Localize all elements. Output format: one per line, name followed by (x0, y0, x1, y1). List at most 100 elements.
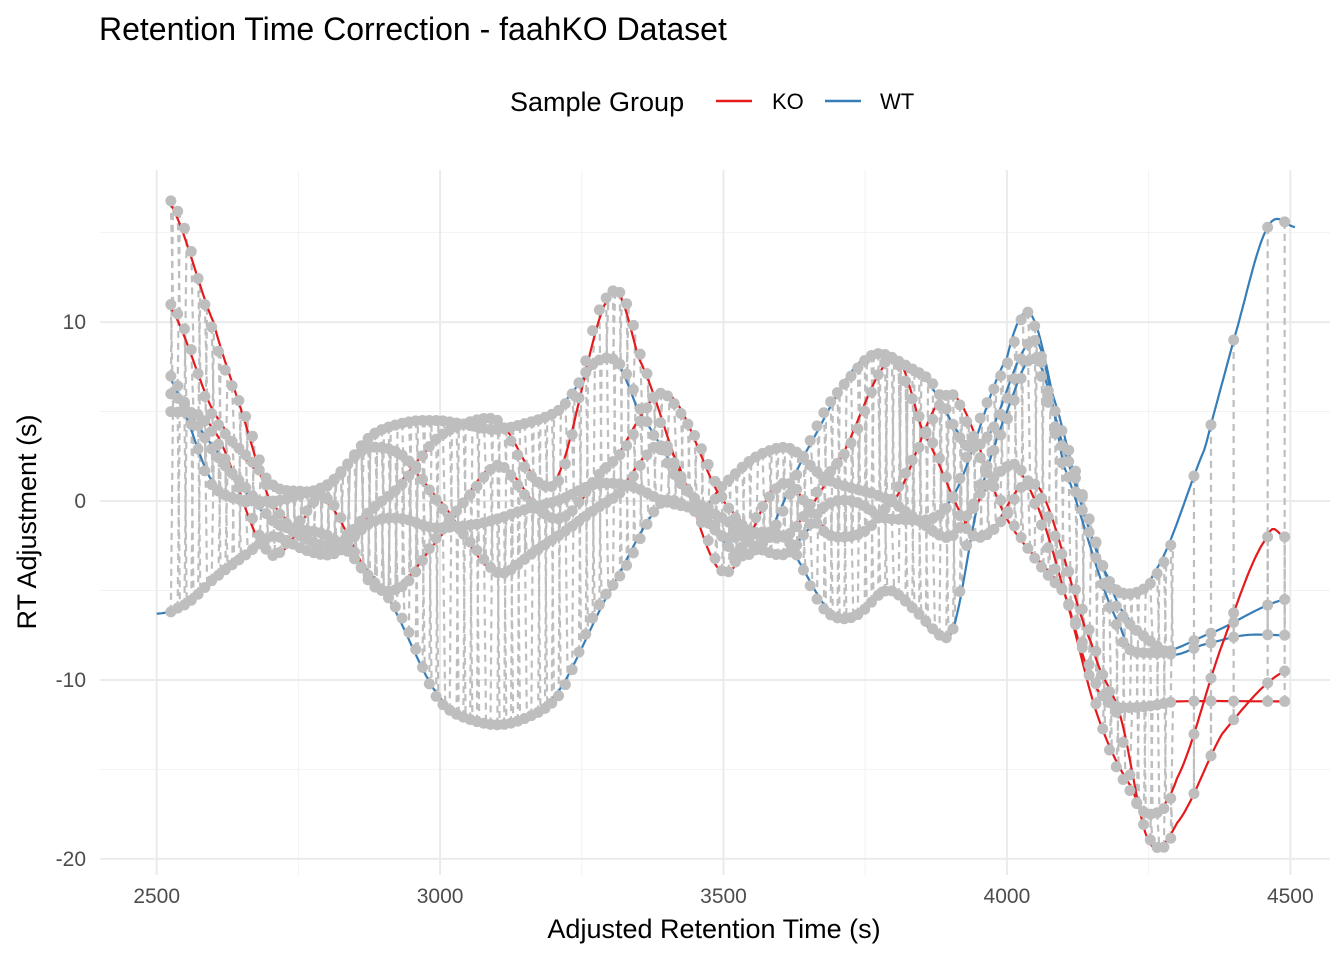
peak-point (703, 459, 714, 470)
peak-point (614, 449, 625, 460)
peak-point (798, 530, 809, 541)
peak-point (1009, 336, 1020, 347)
peak-point (179, 323, 190, 334)
peak-point (220, 365, 231, 376)
peak-point (573, 392, 584, 403)
peak-point (757, 501, 768, 512)
peak-group-link (1028, 312, 1030, 361)
peak-group-link (232, 386, 234, 442)
peak-group-link (443, 528, 445, 705)
peak-point (1262, 696, 1273, 707)
peak-point (567, 664, 578, 675)
peak-point (1070, 616, 1081, 627)
peak-group-link (810, 524, 812, 586)
peak-point (893, 481, 904, 492)
peak-point (1070, 584, 1081, 595)
peak-point (812, 420, 823, 431)
peak-point (778, 506, 789, 517)
peak-point (805, 435, 816, 446)
peak-point (927, 414, 938, 425)
peak-point (1262, 629, 1273, 640)
peak-point (927, 437, 938, 448)
peak-point (607, 580, 618, 591)
peak-point (1029, 479, 1040, 490)
peak-point (948, 389, 959, 400)
peak-point (710, 553, 721, 564)
peak-point (975, 413, 986, 424)
peak-point (934, 453, 945, 464)
peak-point (573, 497, 584, 508)
peak-point (573, 647, 584, 658)
peak-point (1279, 216, 1290, 227)
peak-point (1158, 556, 1169, 567)
peak-point (594, 599, 605, 610)
peak-point (791, 521, 802, 532)
peak-point (655, 417, 666, 428)
peak-point (1205, 628, 1216, 639)
peak-point (417, 474, 428, 485)
peak-point (825, 396, 836, 407)
peak-point (635, 533, 646, 544)
peak-point (186, 344, 197, 355)
peak-point (1097, 669, 1108, 680)
peak-point (1077, 637, 1088, 648)
peak-point (1002, 508, 1013, 519)
peak-point (560, 679, 571, 690)
peak-point (791, 540, 802, 551)
peak-point (573, 377, 584, 388)
peak-point (995, 495, 1006, 506)
peak-point (1063, 566, 1074, 577)
peak-point (1279, 531, 1290, 542)
peak-point (431, 533, 442, 544)
peak-point (696, 443, 707, 454)
peak-point (1002, 413, 1013, 424)
peak-point (995, 370, 1006, 381)
peak-point (567, 429, 578, 440)
peak-point (1043, 542, 1054, 553)
chart-title: Retention Time Correction - faahKO Datas… (99, 11, 727, 47)
peak-point (274, 509, 285, 520)
peak-point (954, 473, 965, 484)
peak-point (165, 299, 176, 310)
peak-point (410, 464, 421, 475)
peak-point (1188, 471, 1199, 482)
peak-point (424, 678, 435, 689)
peak-point (172, 380, 183, 391)
peak-group-link (892, 519, 894, 591)
peak-point (1029, 553, 1040, 564)
peak-point (1188, 696, 1199, 707)
peak-point (1022, 307, 1033, 318)
peak-point (193, 368, 204, 379)
peak-point (227, 380, 238, 391)
peak-point (1022, 543, 1033, 554)
peak-point (1279, 594, 1290, 605)
peak-point (805, 580, 816, 591)
peak-point (954, 399, 965, 410)
peak-point (601, 589, 612, 600)
legend-label-wt: WT (880, 89, 914, 114)
peak-point (1043, 393, 1054, 404)
peak-point (199, 465, 210, 476)
peak-point (614, 359, 625, 370)
peak-point (1084, 624, 1095, 635)
peak-point (669, 398, 680, 409)
peak-point (621, 440, 632, 451)
peak-point (247, 513, 258, 524)
peak-point (505, 470, 516, 481)
peak-group-link (606, 298, 608, 468)
peak-point (1118, 737, 1129, 748)
peak-point (1158, 803, 1169, 814)
peak-point (914, 442, 925, 453)
peak-point (948, 419, 959, 430)
peak-group-link (1150, 583, 1152, 641)
peak-point (968, 499, 979, 510)
peak-point (1050, 406, 1061, 417)
peak-point (941, 472, 952, 483)
peak-point (1205, 637, 1216, 648)
peak-point (948, 492, 959, 503)
peak-point (213, 346, 224, 357)
peak-group-link (647, 455, 649, 493)
x-axis-label: Adjusted Retention Time (s) (547, 914, 880, 944)
peak-point (1104, 744, 1115, 755)
peak-point (233, 395, 244, 406)
